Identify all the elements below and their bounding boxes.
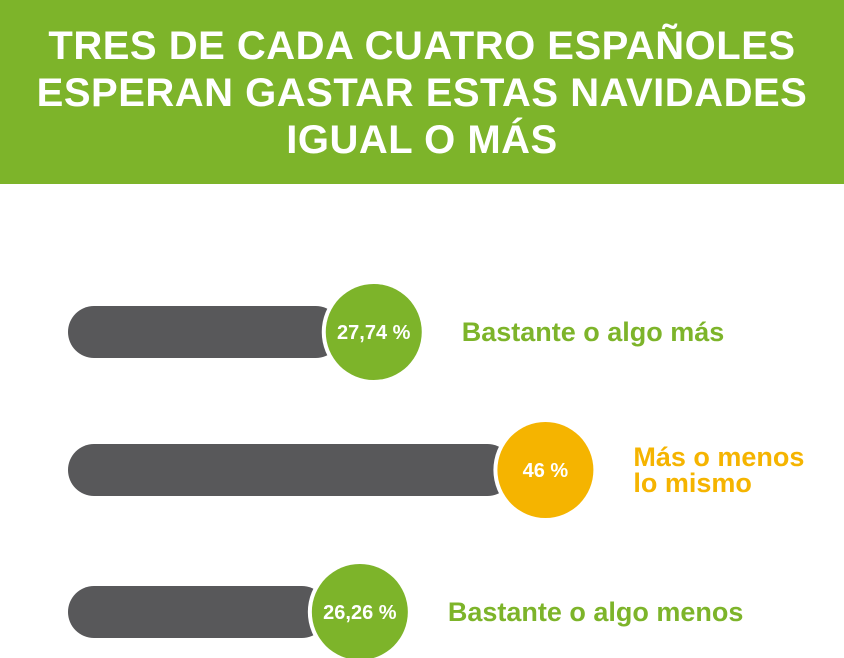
category-label-1: Bastante o algo más xyxy=(462,317,725,347)
value-label-3: 26,26 % xyxy=(323,602,397,624)
value-circle-2 xyxy=(497,422,594,518)
bar-2 xyxy=(68,444,514,496)
title-banner: TRES DE CADA CUATRO ESPAÑOLES ESPERAN GA… xyxy=(0,0,844,184)
category-label-3: Bastante o algo menos xyxy=(448,597,744,627)
title-line-2: ESPERAN GASTAR ESTAS NAVIDADES xyxy=(36,71,808,115)
value-circle-1 xyxy=(325,284,422,380)
value-label-1: 27,74 % xyxy=(337,322,411,344)
bar-3 xyxy=(68,586,328,638)
title-line-3: IGUAL O MÁS xyxy=(286,118,558,162)
category-label-2-line-1: Más o menos xyxy=(633,442,804,472)
value-label-2: 46 % xyxy=(523,460,569,482)
category-label-2-line-2: lo mismo xyxy=(633,468,752,498)
bar-1 xyxy=(68,306,342,358)
spending-chart: 27,74 % Bastante o algo más 46 % Más o meno… xyxy=(68,280,804,658)
value-circle-3 xyxy=(311,564,408,658)
title-line-1: TRES DE CADA CUATRO ESPAÑOLES xyxy=(48,24,796,68)
